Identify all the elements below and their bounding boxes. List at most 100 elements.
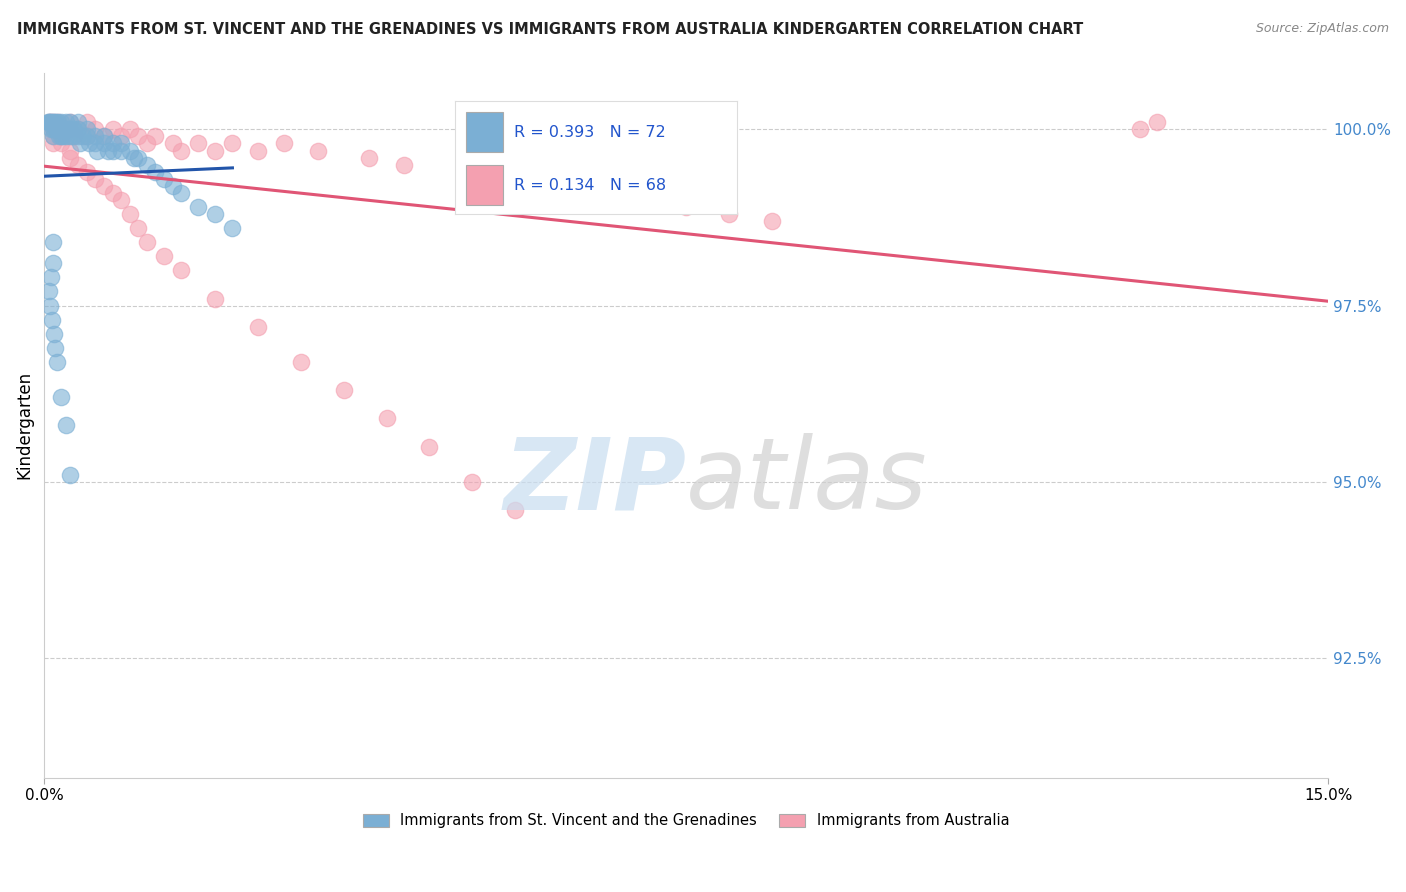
Point <box>392 158 415 172</box>
Point <box>76 164 98 178</box>
Text: IMMIGRANTS FROM ST. VINCENT AND THE GRENADINES VS IMMIGRANTS FROM AUSTRALIA KIND: IMMIGRANTS FROM ST. VINCENT AND THE GREN… <box>17 22 1083 37</box>
Point <box>127 151 149 165</box>
Point <box>41 136 63 151</box>
Point <box>170 186 193 200</box>
Point <box>127 221 149 235</box>
Point <box>418 440 440 454</box>
Point <box>69 136 91 151</box>
Point <box>51 122 73 136</box>
Point <box>221 221 243 235</box>
Point <box>675 200 697 214</box>
Point <box>76 122 98 136</box>
Point <box>59 122 82 136</box>
Point <box>41 312 63 326</box>
Point <box>41 115 63 129</box>
Text: atlas: atlas <box>686 434 928 531</box>
Point <box>45 122 67 136</box>
Point <box>44 115 66 129</box>
Point <box>59 115 82 129</box>
Point <box>53 122 76 136</box>
Point <box>110 136 132 151</box>
Point <box>84 171 107 186</box>
Point <box>46 115 69 129</box>
Point <box>48 122 70 136</box>
Point <box>55 115 77 129</box>
Point <box>717 207 740 221</box>
Point <box>62 129 84 144</box>
Point <box>589 186 612 200</box>
Point <box>46 122 69 136</box>
Point <box>72 129 94 144</box>
Point <box>59 122 82 136</box>
Point <box>51 129 73 144</box>
Point <box>273 136 295 151</box>
Point <box>67 122 90 136</box>
Point <box>170 144 193 158</box>
Point <box>503 171 526 186</box>
Point <box>359 151 381 165</box>
Point <box>93 178 115 193</box>
Point <box>110 193 132 207</box>
Legend: Immigrants from St. Vincent and the Grenadines, Immigrants from Australia: Immigrants from St. Vincent and the Gren… <box>357 807 1015 834</box>
Point <box>76 115 98 129</box>
Text: ZIP: ZIP <box>503 434 686 531</box>
Point <box>39 115 62 129</box>
Point <box>118 144 141 158</box>
Point <box>375 411 398 425</box>
Point <box>1129 122 1152 136</box>
Point <box>135 235 157 249</box>
Point <box>63 122 86 136</box>
Point <box>41 235 63 249</box>
Point <box>187 200 209 214</box>
Point <box>41 122 63 136</box>
Point <box>145 164 167 178</box>
Y-axis label: Kindergarten: Kindergarten <box>15 371 32 480</box>
Point <box>39 299 62 313</box>
Point <box>101 186 124 200</box>
Point <box>46 122 69 136</box>
Point <box>97 144 120 158</box>
Point <box>76 129 98 144</box>
Point <box>39 122 62 136</box>
Point <box>37 115 59 129</box>
Point <box>41 129 63 144</box>
Point <box>122 151 145 165</box>
Point <box>51 390 73 404</box>
Point <box>51 122 73 136</box>
Point <box>118 122 141 136</box>
Point <box>51 129 73 144</box>
Point <box>59 115 82 129</box>
Point <box>1146 115 1168 129</box>
Point <box>67 158 90 172</box>
Point <box>461 164 484 178</box>
Point <box>51 129 73 144</box>
Point <box>55 129 77 144</box>
Point <box>461 475 484 489</box>
Point <box>46 115 69 129</box>
Point <box>59 144 82 158</box>
Point <box>48 129 70 144</box>
Point <box>187 136 209 151</box>
Point <box>93 136 115 151</box>
Point <box>247 144 270 158</box>
Point <box>59 129 82 144</box>
Point <box>51 115 73 129</box>
Point <box>38 285 60 299</box>
Point <box>52 129 75 144</box>
Point <box>135 158 157 172</box>
Text: Source: ZipAtlas.com: Source: ZipAtlas.com <box>1256 22 1389 36</box>
Point <box>41 129 63 144</box>
Point <box>41 122 63 136</box>
Point <box>204 144 226 158</box>
Point <box>38 115 60 129</box>
Point <box>55 122 77 136</box>
Point <box>59 151 82 165</box>
Point <box>135 136 157 151</box>
Point <box>38 115 60 129</box>
Point <box>127 129 149 144</box>
Point <box>101 122 124 136</box>
Point <box>633 193 655 207</box>
Point <box>307 144 329 158</box>
Point <box>52 122 75 136</box>
Point <box>221 136 243 151</box>
